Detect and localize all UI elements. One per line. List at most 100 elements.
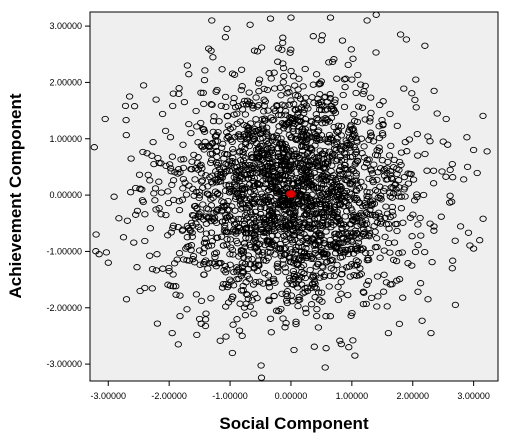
data-point — [151, 185, 160, 192]
data-point — [127, 155, 135, 162]
data-point — [281, 251, 290, 258]
data-point — [212, 168, 220, 175]
data-point — [344, 193, 352, 201]
data-point — [239, 287, 247, 294]
data-point — [172, 291, 180, 298]
data-point — [269, 185, 277, 192]
data-point — [266, 249, 275, 256]
data-point — [216, 192, 224, 199]
data-point — [213, 148, 221, 155]
data-point — [345, 344, 353, 351]
data-point — [347, 261, 356, 268]
data-point — [395, 177, 403, 184]
data-point — [246, 171, 254, 179]
data-point — [188, 158, 196, 165]
data-point — [242, 225, 250, 232]
data-point — [376, 165, 385, 172]
data-point — [155, 205, 163, 212]
data-point — [337, 278, 345, 286]
data-point — [218, 218, 226, 225]
data-point — [325, 131, 334, 139]
data-point — [216, 337, 224, 344]
data-point — [299, 133, 307, 140]
data-point — [185, 182, 193, 189]
data-point — [230, 164, 238, 171]
data-point — [212, 131, 221, 139]
data-point — [402, 36, 411, 43]
data-point — [252, 94, 260, 101]
data-point — [310, 242, 318, 250]
data-point — [430, 87, 438, 95]
data-points — [90, 11, 491, 381]
data-point — [229, 146, 237, 153]
data-point — [199, 249, 208, 257]
data-point — [205, 45, 213, 52]
data-point — [130, 103, 139, 110]
data-point — [380, 166, 389, 173]
data-point — [307, 202, 316, 209]
data-point — [268, 137, 276, 144]
data-point — [297, 190, 305, 197]
data-point — [212, 249, 221, 256]
data-point — [416, 280, 425, 287]
data-point — [361, 199, 369, 207]
data-point — [327, 179, 335, 186]
data-point — [376, 213, 384, 220]
data-point — [333, 202, 341, 209]
data-point — [207, 202, 216, 209]
data-point — [190, 151, 198, 159]
data-point — [273, 210, 281, 217]
data-point — [399, 294, 407, 301]
data-point — [274, 260, 282, 267]
data-point — [347, 46, 355, 53]
data-point — [401, 184, 409, 191]
data-point — [222, 333, 230, 340]
data-point — [289, 161, 297, 168]
data-point — [166, 134, 175, 141]
data-point — [164, 232, 172, 239]
data-point — [312, 71, 321, 78]
data-point — [373, 303, 381, 310]
data-point — [200, 271, 208, 278]
data-point — [373, 273, 382, 280]
data-point — [313, 312, 321, 320]
data-point — [337, 271, 346, 278]
data-point — [250, 195, 258, 203]
data-point — [95, 251, 103, 258]
data-point — [381, 233, 389, 241]
data-point — [235, 131, 243, 138]
data-point — [243, 123, 251, 130]
data-point — [302, 239, 310, 247]
data-point — [273, 144, 282, 152]
data-point — [379, 122, 387, 129]
data-point — [351, 218, 359, 225]
data-point — [267, 210, 275, 217]
data-point — [334, 296, 343, 304]
data-point — [347, 205, 355, 212]
data-point — [252, 146, 261, 153]
data-point — [240, 217, 248, 224]
data-point — [288, 298, 296, 305]
data-point — [232, 228, 240, 235]
data-point — [259, 125, 267, 132]
data-point — [390, 239, 399, 246]
data-point — [317, 210, 326, 217]
data-point — [331, 96, 339, 103]
data-point — [175, 250, 184, 257]
data-point — [320, 208, 328, 216]
data-point — [309, 213, 317, 220]
data-point — [317, 247, 325, 254]
data-point — [281, 221, 290, 228]
data-point — [202, 172, 210, 179]
data-point — [296, 296, 304, 303]
data-point — [341, 213, 349, 220]
data-point — [291, 250, 299, 258]
data-point — [433, 110, 441, 117]
data-point — [463, 134, 471, 141]
data-point — [325, 59, 333, 66]
data-point — [449, 174, 457, 181]
data-point — [242, 141, 250, 148]
data-point — [249, 102, 257, 109]
data-point — [287, 246, 295, 253]
data-point — [379, 288, 388, 295]
